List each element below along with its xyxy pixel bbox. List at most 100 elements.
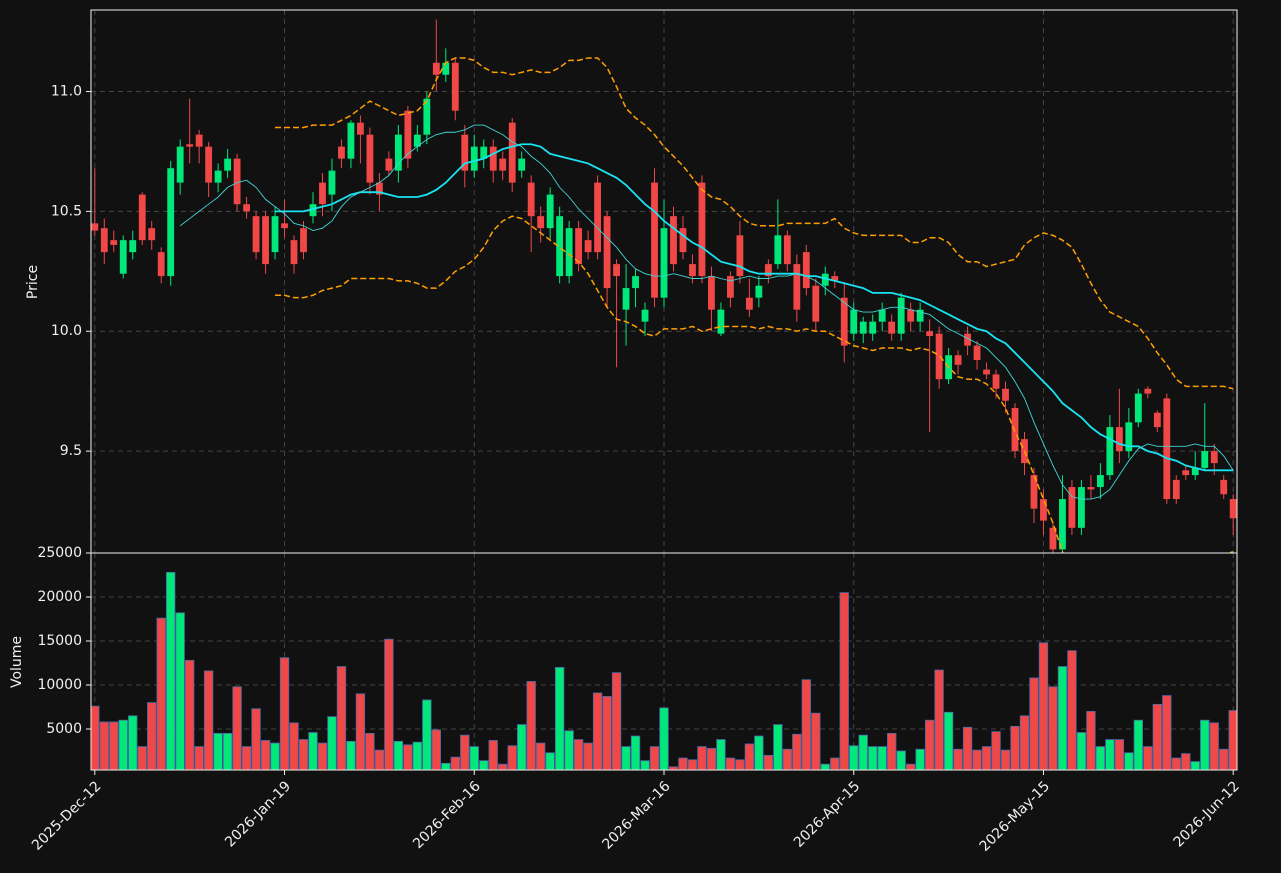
volume-bar [355,693,366,770]
volume-bar [346,740,356,770]
candle-body [641,309,649,322]
candle-body [1220,479,1228,495]
volume-bar [953,748,963,770]
price-plot [91,19,1237,553]
volume-bar [943,711,954,770]
y-tick-label: 11.0 [51,84,82,100]
candle-body [480,146,488,159]
candle-body [1087,487,1095,490]
candle-body [603,216,611,289]
candle-body [281,223,288,229]
volume-bar [744,743,755,770]
volume-bar [175,612,185,770]
candle-body [736,235,744,277]
volume-bar [1124,752,1134,770]
candle-body [413,134,421,147]
volume-bar [621,746,631,770]
candle-body [157,252,165,277]
candle-body [138,194,146,241]
volume-bar [118,719,128,770]
volume-tick-label: 5000 [46,721,82,737]
y-tick-label: 10.0 [51,323,82,339]
candle-body [176,146,184,183]
volume-bar [289,722,299,770]
volume-bar [640,760,650,770]
volume-bar [592,692,603,770]
volume-bar [905,763,916,770]
candle-body [328,170,336,195]
volume-bar [166,571,176,770]
candle-body [594,182,602,253]
volume-bar [422,699,432,770]
candle-body [556,216,564,277]
volume-axis-label: Volume [9,636,25,688]
candle-body [489,146,497,171]
candle-body [613,264,620,277]
candle-body [100,228,108,253]
volume-bar [336,666,347,770]
candle-body [1153,412,1161,428]
volume-bar [488,740,498,770]
volume-bar [222,732,233,770]
candle-body [1115,427,1123,452]
candle-body [546,194,554,229]
volume-bar [109,721,119,770]
volume-bar [393,740,404,770]
candle-body [888,321,896,334]
volume-bar [896,750,906,770]
band-line [275,57,1234,390]
volume-tick-label: 15000 [37,633,82,649]
volume-bar [308,732,318,770]
volume-bar [526,681,536,770]
candle-body [575,228,583,265]
volume-bar [147,702,157,770]
candle-body [964,333,971,346]
volume-bar [450,756,460,770]
volume-bar [1029,677,1039,770]
candle-body [366,134,374,183]
candle-body [290,240,298,265]
volume-bar [1209,722,1219,770]
volume-bar [1228,710,1237,770]
candle-body [689,264,696,277]
volume-bar [678,757,688,770]
candle-body [632,276,639,289]
volume-bar [194,746,204,770]
volume-bar [91,705,100,770]
volume-bar [270,742,280,770]
candle-body [1011,407,1019,452]
candle-body [347,122,355,159]
candle-body [252,216,260,253]
candle-body [783,235,791,265]
candle-body [205,146,213,183]
volume-bar [839,592,849,770]
candle-body [755,285,763,298]
volume-bar [327,716,337,770]
volume-bar [611,672,622,770]
volume-bar [1076,732,1087,770]
volume-bar [1114,739,1125,770]
volume-bar [659,707,669,770]
volume-bar [99,721,109,770]
candle-body [319,182,326,205]
candle-body [527,182,535,217]
volume-bar [934,669,944,770]
volume-bar [868,746,878,770]
candle-body [271,216,279,253]
candle-body [1182,470,1190,476]
volume-bar [583,742,593,770]
candle-body [821,273,829,286]
volume-bar [573,739,584,770]
candle-body [404,110,412,159]
candle-body [793,264,801,310]
volume-bar [1200,719,1210,770]
candle-body [935,333,943,380]
volume-bar [1219,748,1229,770]
volume-bar [915,748,925,770]
candle-body [451,62,459,111]
candle-body [660,228,668,298]
candle-body [1144,388,1152,394]
candle-body [167,168,175,277]
volume-bar [184,659,195,770]
